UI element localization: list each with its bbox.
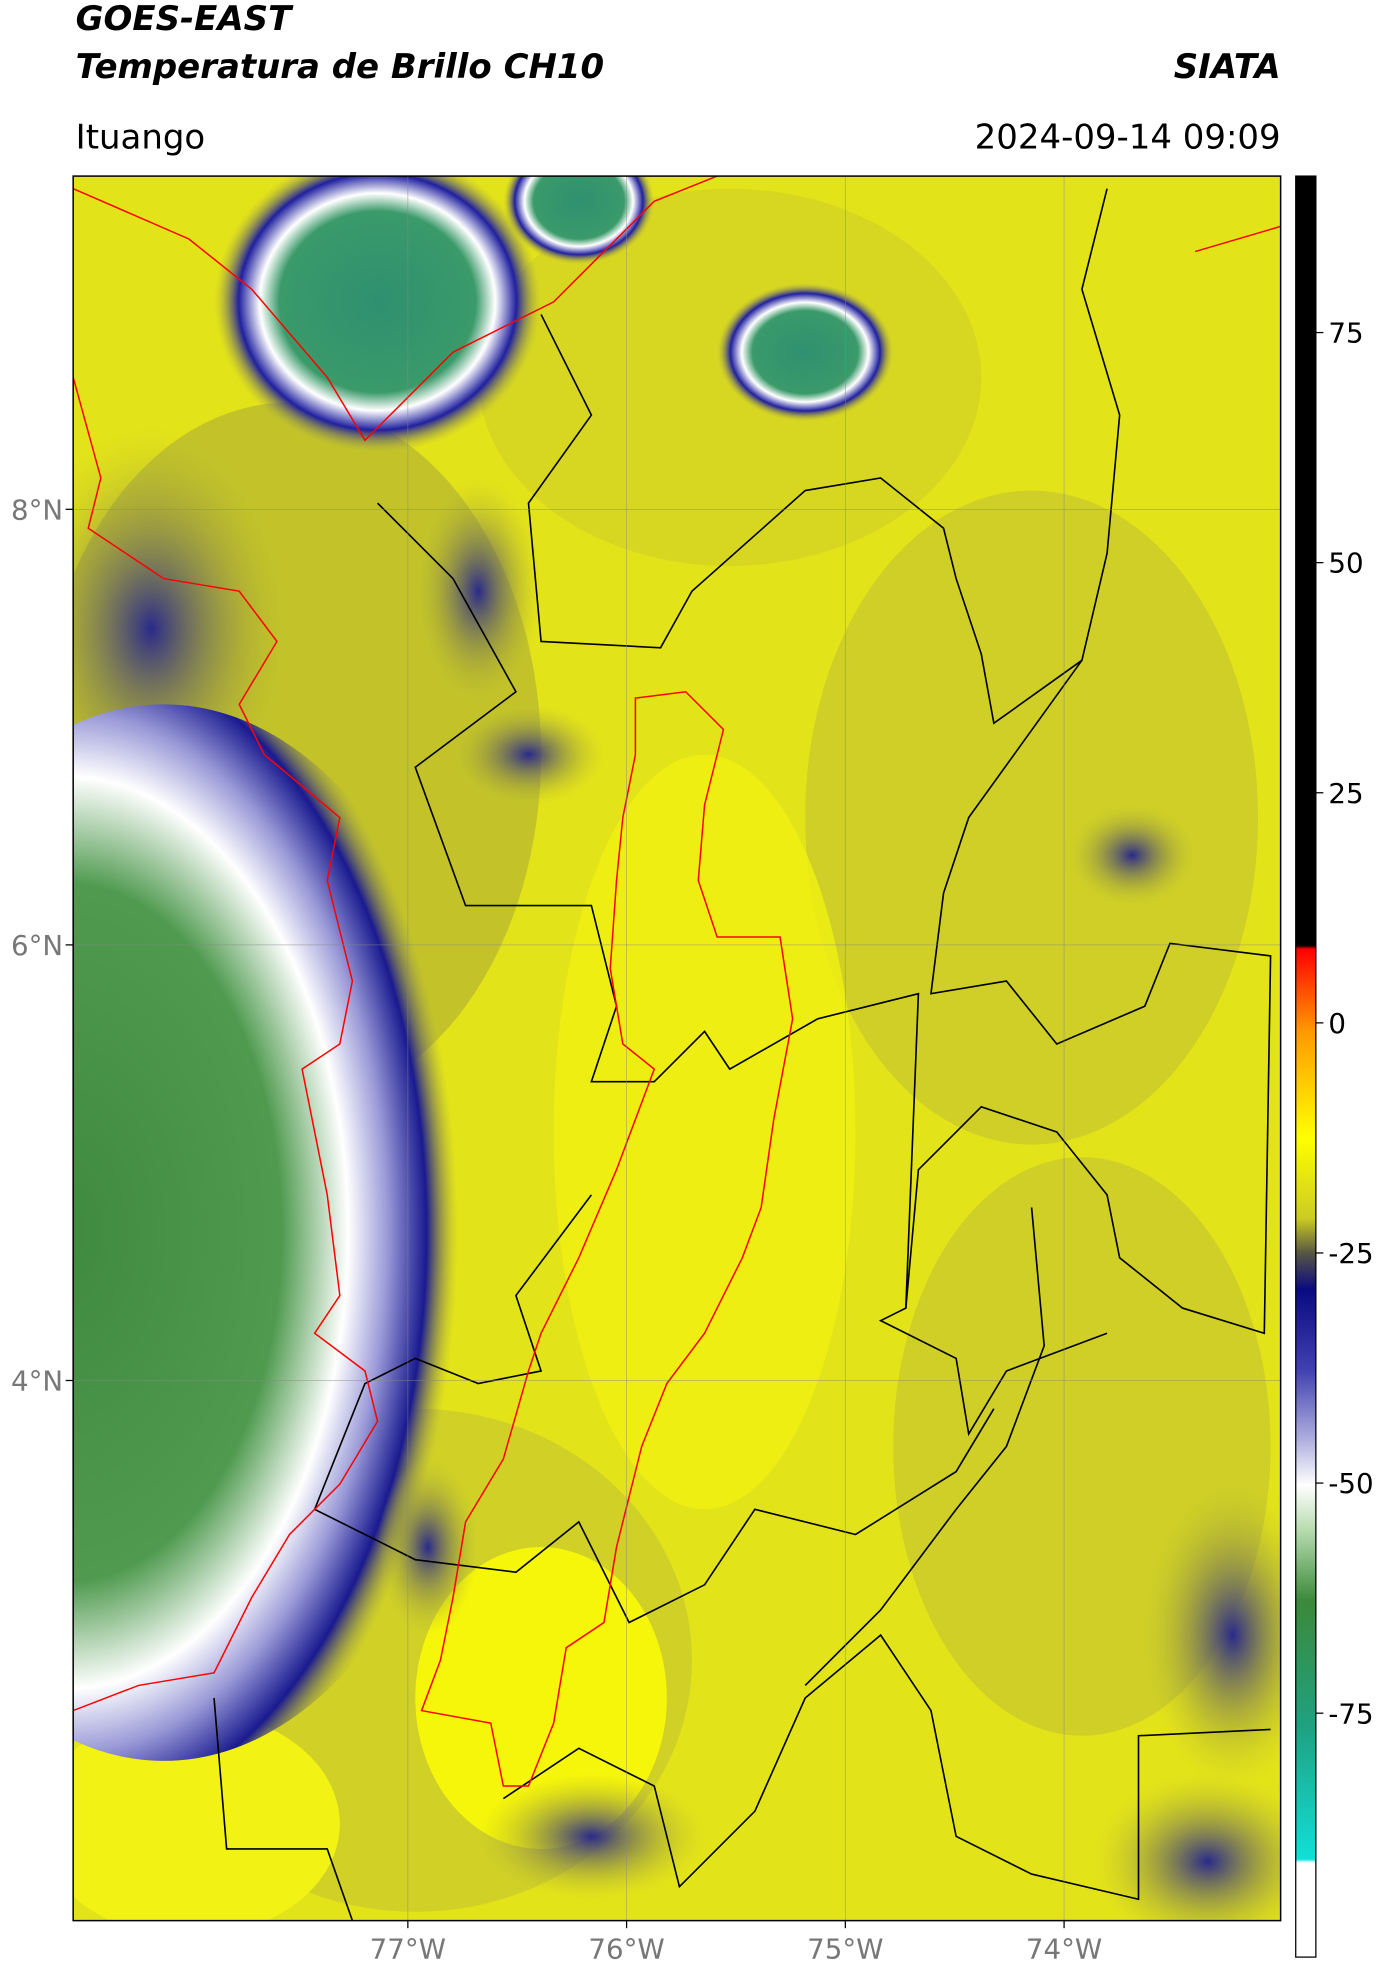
x-tick-label: 76°W [588, 1932, 664, 1965]
datetime: 2024-09-14 09:09 [975, 117, 1281, 157]
colorbar-tick-label: -50 [1328, 1467, 1373, 1500]
colorbar-tick-label: 25 [1328, 777, 1363, 810]
colorbar-tick-label: -25 [1328, 1237, 1373, 1270]
colorbar-tick-label: -75 [1328, 1697, 1373, 1730]
x-tick-label: 74°W [1026, 1932, 1102, 1965]
subtitle: Temperatura de Brillo CH10 [76, 47, 604, 87]
grid [73, 176, 1281, 1921]
location: Ituango [76, 117, 206, 157]
x-tick-label: 77°W [370, 1932, 446, 1965]
colorbar-tick-label: 50 [1328, 547, 1363, 580]
x-tick-label: 75°W [807, 1932, 883, 1965]
title: GOES-EAST [76, 0, 294, 39]
y-tick-label: 4°N [11, 1365, 63, 1398]
colorbar-tick-label: 0 [1328, 1007, 1346, 1040]
map-frame [72, 175, 1282, 1922]
y-tick-label: 8°N [11, 493, 63, 526]
map-image [73, 176, 1281, 1921]
colorbar [1295, 175, 1317, 1958]
y-tick-label: 6°N [11, 929, 63, 962]
colorbar-tick-label: 75 [1328, 317, 1363, 350]
source: SIATA [1174, 47, 1281, 87]
